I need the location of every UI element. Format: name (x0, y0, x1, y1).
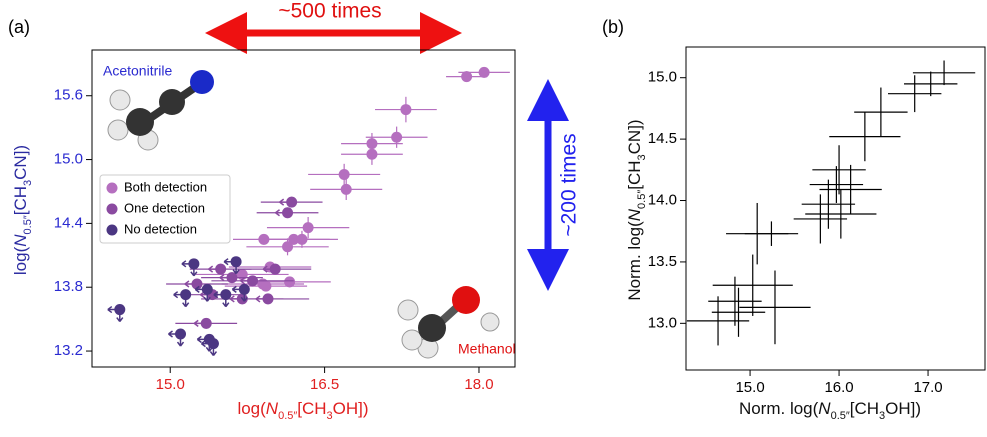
axis-label-part: 0.5″ (22, 215, 34, 234)
point (284, 276, 296, 288)
axis-label-part: N (11, 234, 30, 247)
point (200, 317, 212, 329)
legend-label: Both detection (124, 179, 207, 194)
axis-label: log(N0.5″[CH3CN]) (11, 145, 33, 275)
point (296, 233, 308, 245)
point (180, 289, 192, 301)
point (282, 207, 294, 219)
molecule-methanol (397, 286, 500, 359)
point (478, 66, 490, 78)
y-tick-label: 14.4 (54, 214, 83, 231)
y-tick-label: 13.2 (54, 342, 83, 359)
y-tick-label: 15.0 (54, 151, 83, 168)
axis-label-part: Norm. log( (625, 221, 644, 301)
axis-label-part: 0.5″ (636, 190, 648, 209)
axis-label-part: 3 (636, 154, 648, 160)
point (286, 196, 298, 208)
annotation: ~200 times (558, 133, 581, 236)
point (269, 263, 281, 275)
point (338, 168, 350, 180)
legend-box (99, 174, 231, 244)
axis-label-part: [CH (850, 399, 879, 418)
y-tick-label: 14.0 (648, 191, 677, 208)
annotation: Methanol (458, 341, 516, 357)
y-tick-label: 13.8 (54, 278, 83, 295)
axis-label-part: [CH (297, 399, 326, 418)
point (238, 283, 250, 295)
axis-label-part: 3 (327, 410, 333, 422)
y-tick-label: 14.5 (648, 130, 677, 147)
axis-label-part: N (625, 208, 644, 221)
plot-frame (91, 49, 516, 368)
point (260, 280, 272, 292)
point (400, 104, 412, 116)
axis-label: Norm. log(N0.5″[CH3OH]) (739, 399, 921, 421)
axis-label: Norm. log(N0.5″[CH3CN]) (625, 119, 647, 300)
point (340, 183, 352, 195)
axis-label-part: Norm. log( (739, 399, 819, 418)
axis-label-part: log( (237, 399, 266, 418)
legend-marker (106, 224, 118, 236)
axis-label-part: CN]) (625, 119, 644, 154)
annotation: Acetonitrile (103, 63, 172, 79)
plot-frame (685, 46, 986, 371)
point (191, 278, 203, 290)
legend-label: No detection (124, 221, 197, 236)
x-tick-label: 15.0 (156, 376, 185, 393)
x-tick-label: 16.0 (824, 379, 853, 396)
point (207, 338, 219, 350)
axis-label-part: CN]) (11, 145, 30, 180)
annotation: ~500 times (278, 0, 381, 23)
point (282, 241, 294, 253)
axis-label-part: N (266, 399, 279, 418)
point (391, 131, 403, 143)
molecule-acetonitrile (107, 70, 214, 151)
point (220, 289, 232, 301)
point (262, 293, 274, 305)
point (302, 222, 314, 234)
y-tick-label: 13.0 (648, 314, 677, 331)
legend-marker (106, 182, 118, 194)
point (247, 275, 259, 287)
axis-label-part: OH]) (885, 399, 921, 418)
point (201, 283, 213, 295)
panel-label: (b) (602, 17, 624, 37)
axis-label-part: OH]) (333, 399, 369, 418)
axis-label-part: log( (11, 246, 30, 275)
axis-label-part: 3 (879, 410, 885, 422)
point (461, 71, 473, 83)
point (175, 328, 187, 340)
y-tick-label: 15.0 (648, 69, 677, 86)
axis-label-part: [CH (625, 160, 644, 189)
axis-label: log(N0.5″[CH3OH]) (237, 399, 368, 421)
x-tick-label: 18.0 (464, 376, 493, 393)
point (215, 263, 227, 275)
x-tick-label: 15.0 (735, 379, 764, 396)
point (188, 258, 200, 270)
point (230, 256, 242, 268)
axis-label-part: 3 (22, 180, 34, 186)
panel-label: (a) (8, 17, 30, 37)
x-tick-label: 16.5 (310, 376, 339, 393)
axis-label-part: 0.5″ (278, 410, 297, 422)
point (366, 148, 378, 160)
axis-label-part: [CH (11, 186, 30, 215)
y-tick-label: 15.6 (54, 87, 83, 104)
legend-marker (106, 203, 118, 215)
point (114, 304, 126, 316)
axis-label-part: N (818, 399, 831, 418)
axis-label-part: 0.5″ (831, 410, 850, 422)
y-tick-label: 13.5 (648, 253, 677, 270)
x-tick-label: 17.0 (913, 379, 942, 396)
legend-label: One detection (124, 200, 205, 215)
